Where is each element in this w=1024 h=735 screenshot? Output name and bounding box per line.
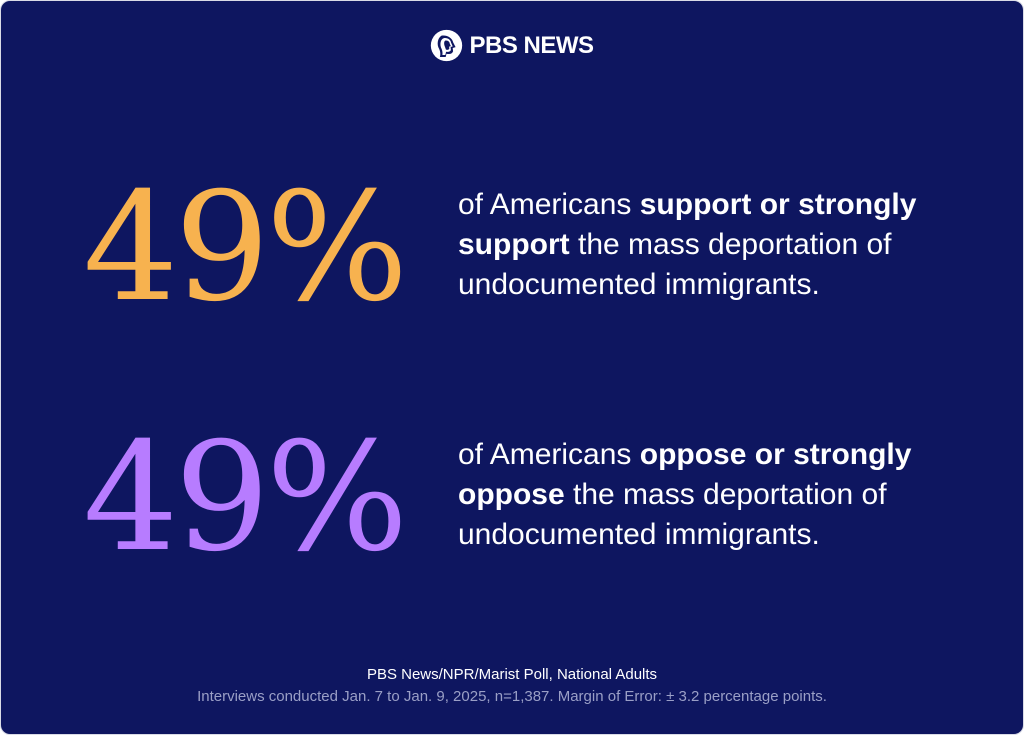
oppose-rest: the mass deportation of undocumented imm…	[458, 478, 887, 551]
support-percentage: 49%	[83, 161, 408, 335]
support-description: of Americans support or strongly support…	[458, 185, 998, 305]
poll-details: Interviews conducted Jan. 7 to Jan. 9, 2…	[197, 688, 827, 705]
support-emphasis: support or strongly support	[458, 188, 917, 261]
brand-name: PBS NEWS	[469, 31, 594, 59]
poll-source: PBS News/NPR/Marist Poll, National Adult…	[366, 666, 658, 683]
support-rest: the mass deportation of undocumented imm…	[458, 228, 892, 301]
oppose-lead: of Americans	[458, 438, 640, 471]
oppose-description: of Americans oppose or strongly oppose t…	[458, 435, 998, 555]
brand-header: PBS NEWS	[1, 29, 1023, 62]
pbs-logo-icon	[430, 29, 463, 62]
oppose-stat: 49% of Americans oppose or strongly oppo…	[1, 413, 1023, 583]
support-lead: of Americans	[458, 188, 640, 221]
oppose-emphasis: oppose or strongly oppose	[458, 438, 912, 511]
oppose-percentage: 49%	[83, 411, 408, 585]
support-stat: 49% of Americans support or strongly sup…	[1, 163, 1023, 333]
